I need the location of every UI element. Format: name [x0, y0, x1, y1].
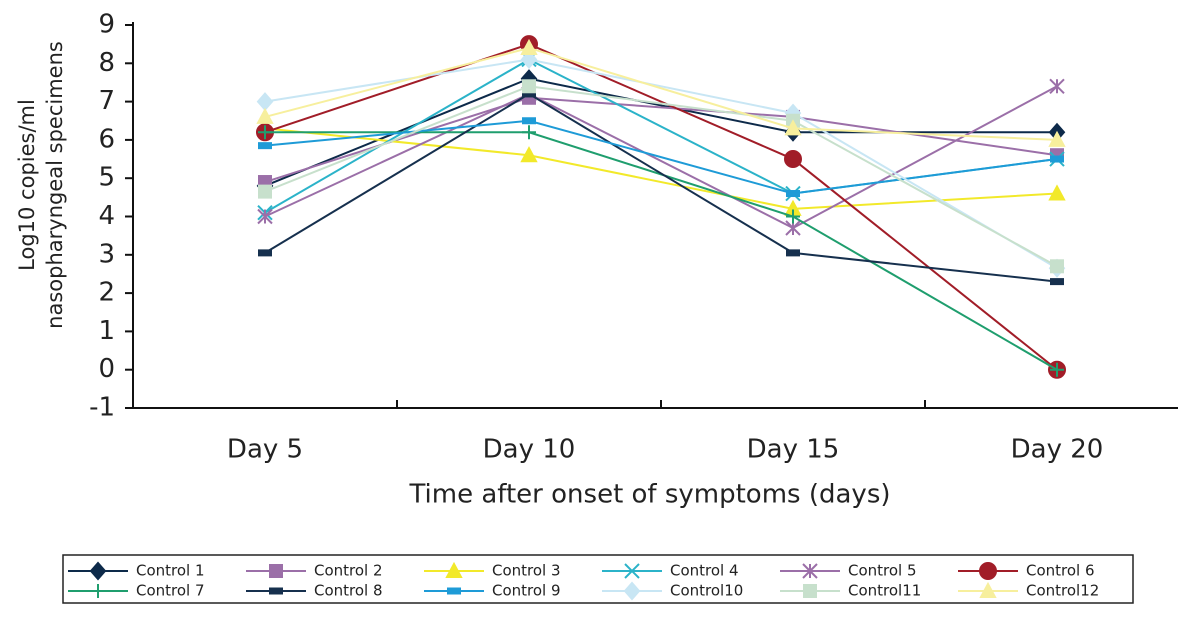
series-line	[264, 85, 1058, 230]
marker	[784, 150, 802, 169]
marker	[1048, 130, 1066, 147]
y-axis-label: Log10 copies/ml	[15, 99, 39, 271]
marker	[258, 142, 272, 150]
y-tick-label: 8	[98, 48, 115, 78]
x-axis-label: Time after onset of symptoms (days)	[408, 480, 890, 510]
y-tick-label: 7	[98, 86, 115, 116]
marker	[258, 249, 272, 257]
series-line	[264, 92, 1058, 283]
x-tick-label: Day 15	[747, 435, 840, 465]
legend-box	[62, 554, 1134, 604]
marker	[257, 208, 273, 225]
legend-label: Control 6	[1026, 562, 1095, 580]
y-tick-label: 0	[98, 354, 115, 384]
x-tick-label: Day 20	[1011, 435, 1104, 465]
marker	[786, 249, 800, 257]
y-tick-label: -1	[89, 393, 115, 423]
y-tick-label: 4	[98, 201, 115, 231]
series-line	[264, 85, 1058, 268]
marker	[1049, 78, 1065, 94]
legend-label: Control10	[670, 582, 743, 600]
marker	[786, 190, 800, 198]
y-tick-label: 6	[98, 124, 115, 154]
marker	[803, 584, 817, 598]
marker	[1050, 362, 1064, 377]
marker	[256, 92, 274, 112]
marker	[623, 581, 641, 601]
legend-label: Control 7	[136, 582, 205, 600]
marker	[522, 79, 536, 94]
marker	[802, 563, 818, 579]
marker	[784, 119, 802, 136]
legend-label: Control 1	[136, 562, 205, 580]
marker	[258, 184, 272, 199]
legend-label: Control 9	[492, 582, 561, 600]
legend-label: Control 4	[670, 562, 739, 580]
y-axis-label: nasopharyngeal specimens	[43, 41, 67, 329]
y-tick-label: 2	[98, 278, 115, 308]
y-tick-label: 1	[98, 316, 115, 346]
marker	[447, 587, 461, 595]
marker	[786, 209, 800, 224]
series-line	[264, 127, 1058, 210]
series-line	[265, 131, 1058, 371]
marker	[269, 587, 283, 595]
marker	[979, 562, 997, 580]
marker	[445, 561, 463, 578]
marker	[520, 38, 538, 55]
marker	[979, 581, 997, 598]
marker	[1050, 278, 1064, 286]
legend-label: Control 2	[314, 562, 383, 580]
marker	[624, 563, 640, 579]
series-line	[264, 43, 1058, 371]
marker	[269, 564, 283, 578]
marker	[1050, 259, 1064, 274]
marker	[1050, 155, 1064, 163]
marker	[520, 49, 538, 69]
marker	[91, 584, 105, 598]
marker	[256, 107, 274, 124]
legend-label: Control12	[1026, 582, 1099, 600]
marker	[522, 125, 536, 140]
x-tick-label: Day 5	[227, 435, 303, 465]
series-line	[264, 46, 1058, 141]
x-tick-label: Day 10	[483, 435, 576, 465]
y-tick-label: 3	[98, 239, 115, 269]
series-line	[264, 58, 1058, 270]
legend-label: Control 3	[492, 562, 561, 580]
marker	[258, 125, 272, 140]
legend-label: Control 5	[848, 562, 917, 580]
series-line	[264, 119, 1058, 195]
marker	[522, 117, 536, 125]
legend-label: Control11	[848, 582, 921, 600]
legend-label: Control 8	[314, 582, 383, 600]
y-tick-label: 5	[98, 163, 115, 193]
marker	[89, 561, 107, 581]
marker	[520, 146, 538, 163]
y-tick-label: 9	[98, 10, 115, 40]
marker	[1048, 184, 1066, 201]
